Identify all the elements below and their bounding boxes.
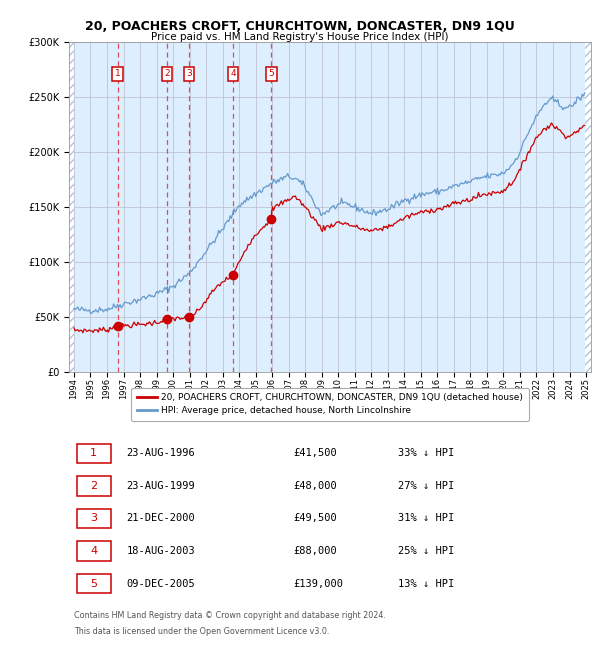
Text: 5: 5 — [268, 69, 274, 78]
Text: Price paid vs. HM Land Registry's House Price Index (HPI): Price paid vs. HM Land Registry's House … — [151, 32, 449, 42]
Text: 2: 2 — [90, 481, 97, 491]
Text: 1: 1 — [115, 69, 121, 78]
Text: 1: 1 — [90, 448, 97, 458]
Text: £48,000: £48,000 — [293, 481, 337, 491]
Text: 2: 2 — [164, 69, 170, 78]
Text: 23-AUG-1996: 23-AUG-1996 — [127, 448, 195, 458]
Bar — [585, 42, 591, 372]
Text: 3: 3 — [90, 514, 97, 523]
Text: 23-AUG-1999: 23-AUG-1999 — [127, 481, 195, 491]
Text: This data is licensed under the Open Government Licence v3.0.: This data is licensed under the Open Gov… — [74, 627, 329, 636]
Bar — [69, 42, 74, 372]
Text: £49,500: £49,500 — [293, 514, 337, 523]
Text: 31% ↓ HPI: 31% ↓ HPI — [398, 514, 454, 523]
Text: 3: 3 — [186, 69, 192, 78]
Text: 21-DEC-2000: 21-DEC-2000 — [127, 514, 195, 523]
Text: 4: 4 — [90, 546, 97, 556]
FancyBboxPatch shape — [77, 509, 111, 528]
Text: 5: 5 — [90, 578, 97, 589]
Text: Contains HM Land Registry data © Crown copyright and database right 2024.: Contains HM Land Registry data © Crown c… — [74, 611, 386, 620]
Text: 27% ↓ HPI: 27% ↓ HPI — [398, 481, 454, 491]
Text: 4: 4 — [230, 69, 236, 78]
Legend: 20, POACHERS CROFT, CHURCHTOWN, DONCASTER, DN9 1QU (detached house), HPI: Averag: 20, POACHERS CROFT, CHURCHTOWN, DONCASTE… — [131, 388, 529, 421]
Text: 33% ↓ HPI: 33% ↓ HPI — [398, 448, 454, 458]
FancyBboxPatch shape — [77, 574, 111, 593]
Text: £139,000: £139,000 — [293, 578, 343, 589]
Text: 09-DEC-2005: 09-DEC-2005 — [127, 578, 195, 589]
FancyBboxPatch shape — [77, 443, 111, 463]
Text: 13% ↓ HPI: 13% ↓ HPI — [398, 578, 454, 589]
Text: 18-AUG-2003: 18-AUG-2003 — [127, 546, 195, 556]
Text: 20, POACHERS CROFT, CHURCHTOWN, DONCASTER, DN9 1QU: 20, POACHERS CROFT, CHURCHTOWN, DONCASTE… — [85, 20, 515, 32]
Text: 25% ↓ HPI: 25% ↓ HPI — [398, 546, 454, 556]
FancyBboxPatch shape — [77, 541, 111, 561]
Text: £41,500: £41,500 — [293, 448, 337, 458]
Text: £88,000: £88,000 — [293, 546, 337, 556]
FancyBboxPatch shape — [77, 476, 111, 496]
